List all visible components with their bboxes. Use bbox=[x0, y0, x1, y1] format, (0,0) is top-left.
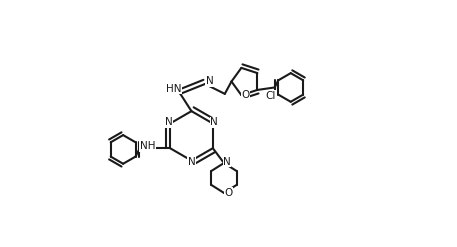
Text: O: O bbox=[242, 90, 250, 100]
Text: N: N bbox=[210, 117, 218, 127]
Text: N: N bbox=[187, 157, 195, 167]
Text: HN: HN bbox=[166, 84, 182, 94]
Text: O: O bbox=[224, 188, 233, 198]
Text: NH: NH bbox=[139, 141, 155, 151]
Text: Cl: Cl bbox=[266, 91, 276, 101]
Text: N: N bbox=[223, 157, 231, 167]
Text: N: N bbox=[165, 117, 173, 127]
Text: N: N bbox=[206, 76, 213, 86]
